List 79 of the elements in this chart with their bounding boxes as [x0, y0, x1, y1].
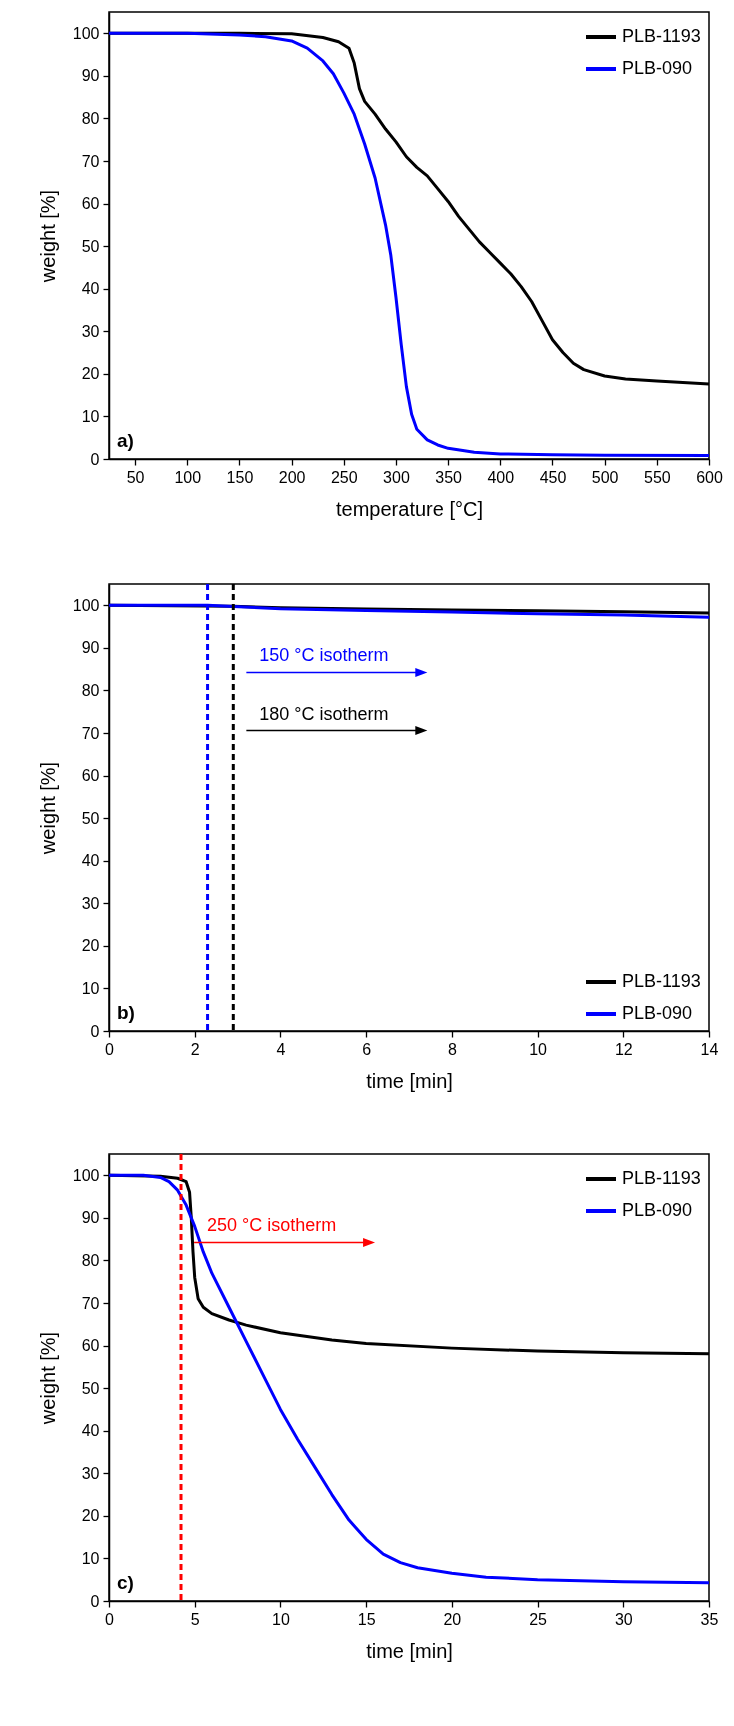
x-tick-label: 150	[226, 468, 254, 486]
x-tick-label: 5	[190, 1610, 200, 1628]
y-axis-title: weight [%]	[36, 1331, 59, 1426]
y-tick-label: 30	[81, 1464, 100, 1482]
x-tick-label: 15	[357, 1610, 376, 1628]
x-tick-label: 500	[591, 468, 619, 486]
y-tick-label: 60	[81, 767, 100, 785]
x-tick-label: 0	[105, 1040, 115, 1058]
x-tick-label: 10	[529, 1040, 548, 1058]
y-tick-label: 50	[81, 1379, 100, 1397]
ref-line-label: 250 °C isotherm	[207, 1215, 337, 1236]
y-tick-label: 70	[81, 1294, 100, 1312]
y-tick-label: 20	[81, 1507, 100, 1525]
y-tick-label: 10	[81, 979, 100, 997]
y-tick-label: 50	[81, 809, 100, 827]
x-tick-label: 600	[696, 468, 723, 486]
y-tick-label: 30	[81, 322, 100, 340]
x-tick-label: 20	[443, 1610, 462, 1628]
y-tick-label: 100	[72, 1166, 100, 1184]
y-tick-label: 40	[81, 1422, 100, 1440]
x-tick-label: 10	[272, 1610, 290, 1628]
x-tick-label: 8	[447, 1040, 457, 1058]
ref-line-label: 150 °C isotherm	[259, 645, 389, 666]
x-tick-label: 0	[105, 1610, 115, 1628]
y-tick-label: 80	[81, 109, 100, 127]
x-axis-title: time [min]	[366, 1069, 453, 1092]
x-tick-label: 50	[126, 468, 145, 486]
ref-line-label: 180 °C isotherm	[259, 703, 389, 724]
x-axis-title: time [min]	[366, 1639, 453, 1662]
y-tick-label: 0	[90, 1022, 100, 1040]
y-tick-label: 70	[81, 152, 100, 170]
legend-label: PLB-090	[622, 1200, 693, 1220]
legend-label: PLB-1193	[622, 971, 701, 991]
x-tick-label: 400	[487, 468, 515, 486]
y-axis-title: weight [%]	[36, 189, 59, 284]
y-axis-title: weight [%]	[36, 761, 59, 856]
y-tick-label: 0	[90, 1592, 100, 1610]
y-tick-label: 60	[81, 1337, 100, 1355]
y-tick-label: 20	[81, 365, 100, 383]
x-tick-label: 14	[700, 1040, 719, 1058]
x-tick-label: 200	[278, 468, 306, 486]
y-tick-label: 0	[90, 450, 100, 468]
y-tick-label: 30	[81, 894, 100, 912]
y-tick-label: 80	[81, 1251, 100, 1269]
x-tick-label: 550	[643, 468, 671, 486]
legend-label: PLB-1193	[622, 1168, 701, 1188]
x-tick-label: 30	[614, 1610, 633, 1628]
annotation: a)	[117, 430, 134, 451]
y-tick-label: 10	[81, 407, 100, 425]
y-tick-label: 100	[72, 24, 100, 42]
x-tick-label: 35	[700, 1610, 719, 1628]
annotation: c)	[117, 1572, 134, 1593]
x-tick-label: 12	[614, 1040, 633, 1058]
y-tick-label: 80	[81, 681, 100, 699]
x-tick-label: 100	[174, 468, 202, 486]
x-tick-label: 450	[539, 468, 567, 486]
annotation: b)	[117, 1002, 135, 1023]
legend-label: PLB-1193	[622, 26, 701, 46]
x-tick-label: 300	[383, 468, 410, 486]
y-tick-label: 60	[81, 195, 100, 213]
x-tick-label: 350	[435, 468, 463, 486]
x-axis-title: temperature [°C]	[336, 497, 483, 520]
x-tick-label: 6	[362, 1040, 372, 1058]
y-tick-label: 20	[81, 937, 100, 955]
legend-label: PLB-090	[622, 1003, 693, 1023]
y-tick-label: 10	[81, 1549, 100, 1567]
x-tick-label: 250	[330, 468, 358, 486]
y-tick-label: 90	[81, 1209, 100, 1227]
y-tick-label: 100	[72, 596, 100, 614]
y-tick-label: 40	[81, 280, 100, 298]
y-tick-label: 90	[81, 639, 100, 657]
y-tick-label: 90	[81, 67, 100, 85]
x-tick-label: 2	[190, 1040, 200, 1058]
x-tick-label: 25	[529, 1610, 548, 1628]
x-tick-label: 4	[276, 1040, 286, 1058]
legend-label: PLB-090	[622, 58, 693, 78]
y-tick-label: 40	[81, 852, 100, 870]
y-tick-label: 70	[81, 724, 100, 742]
y-tick-label: 50	[81, 237, 100, 255]
